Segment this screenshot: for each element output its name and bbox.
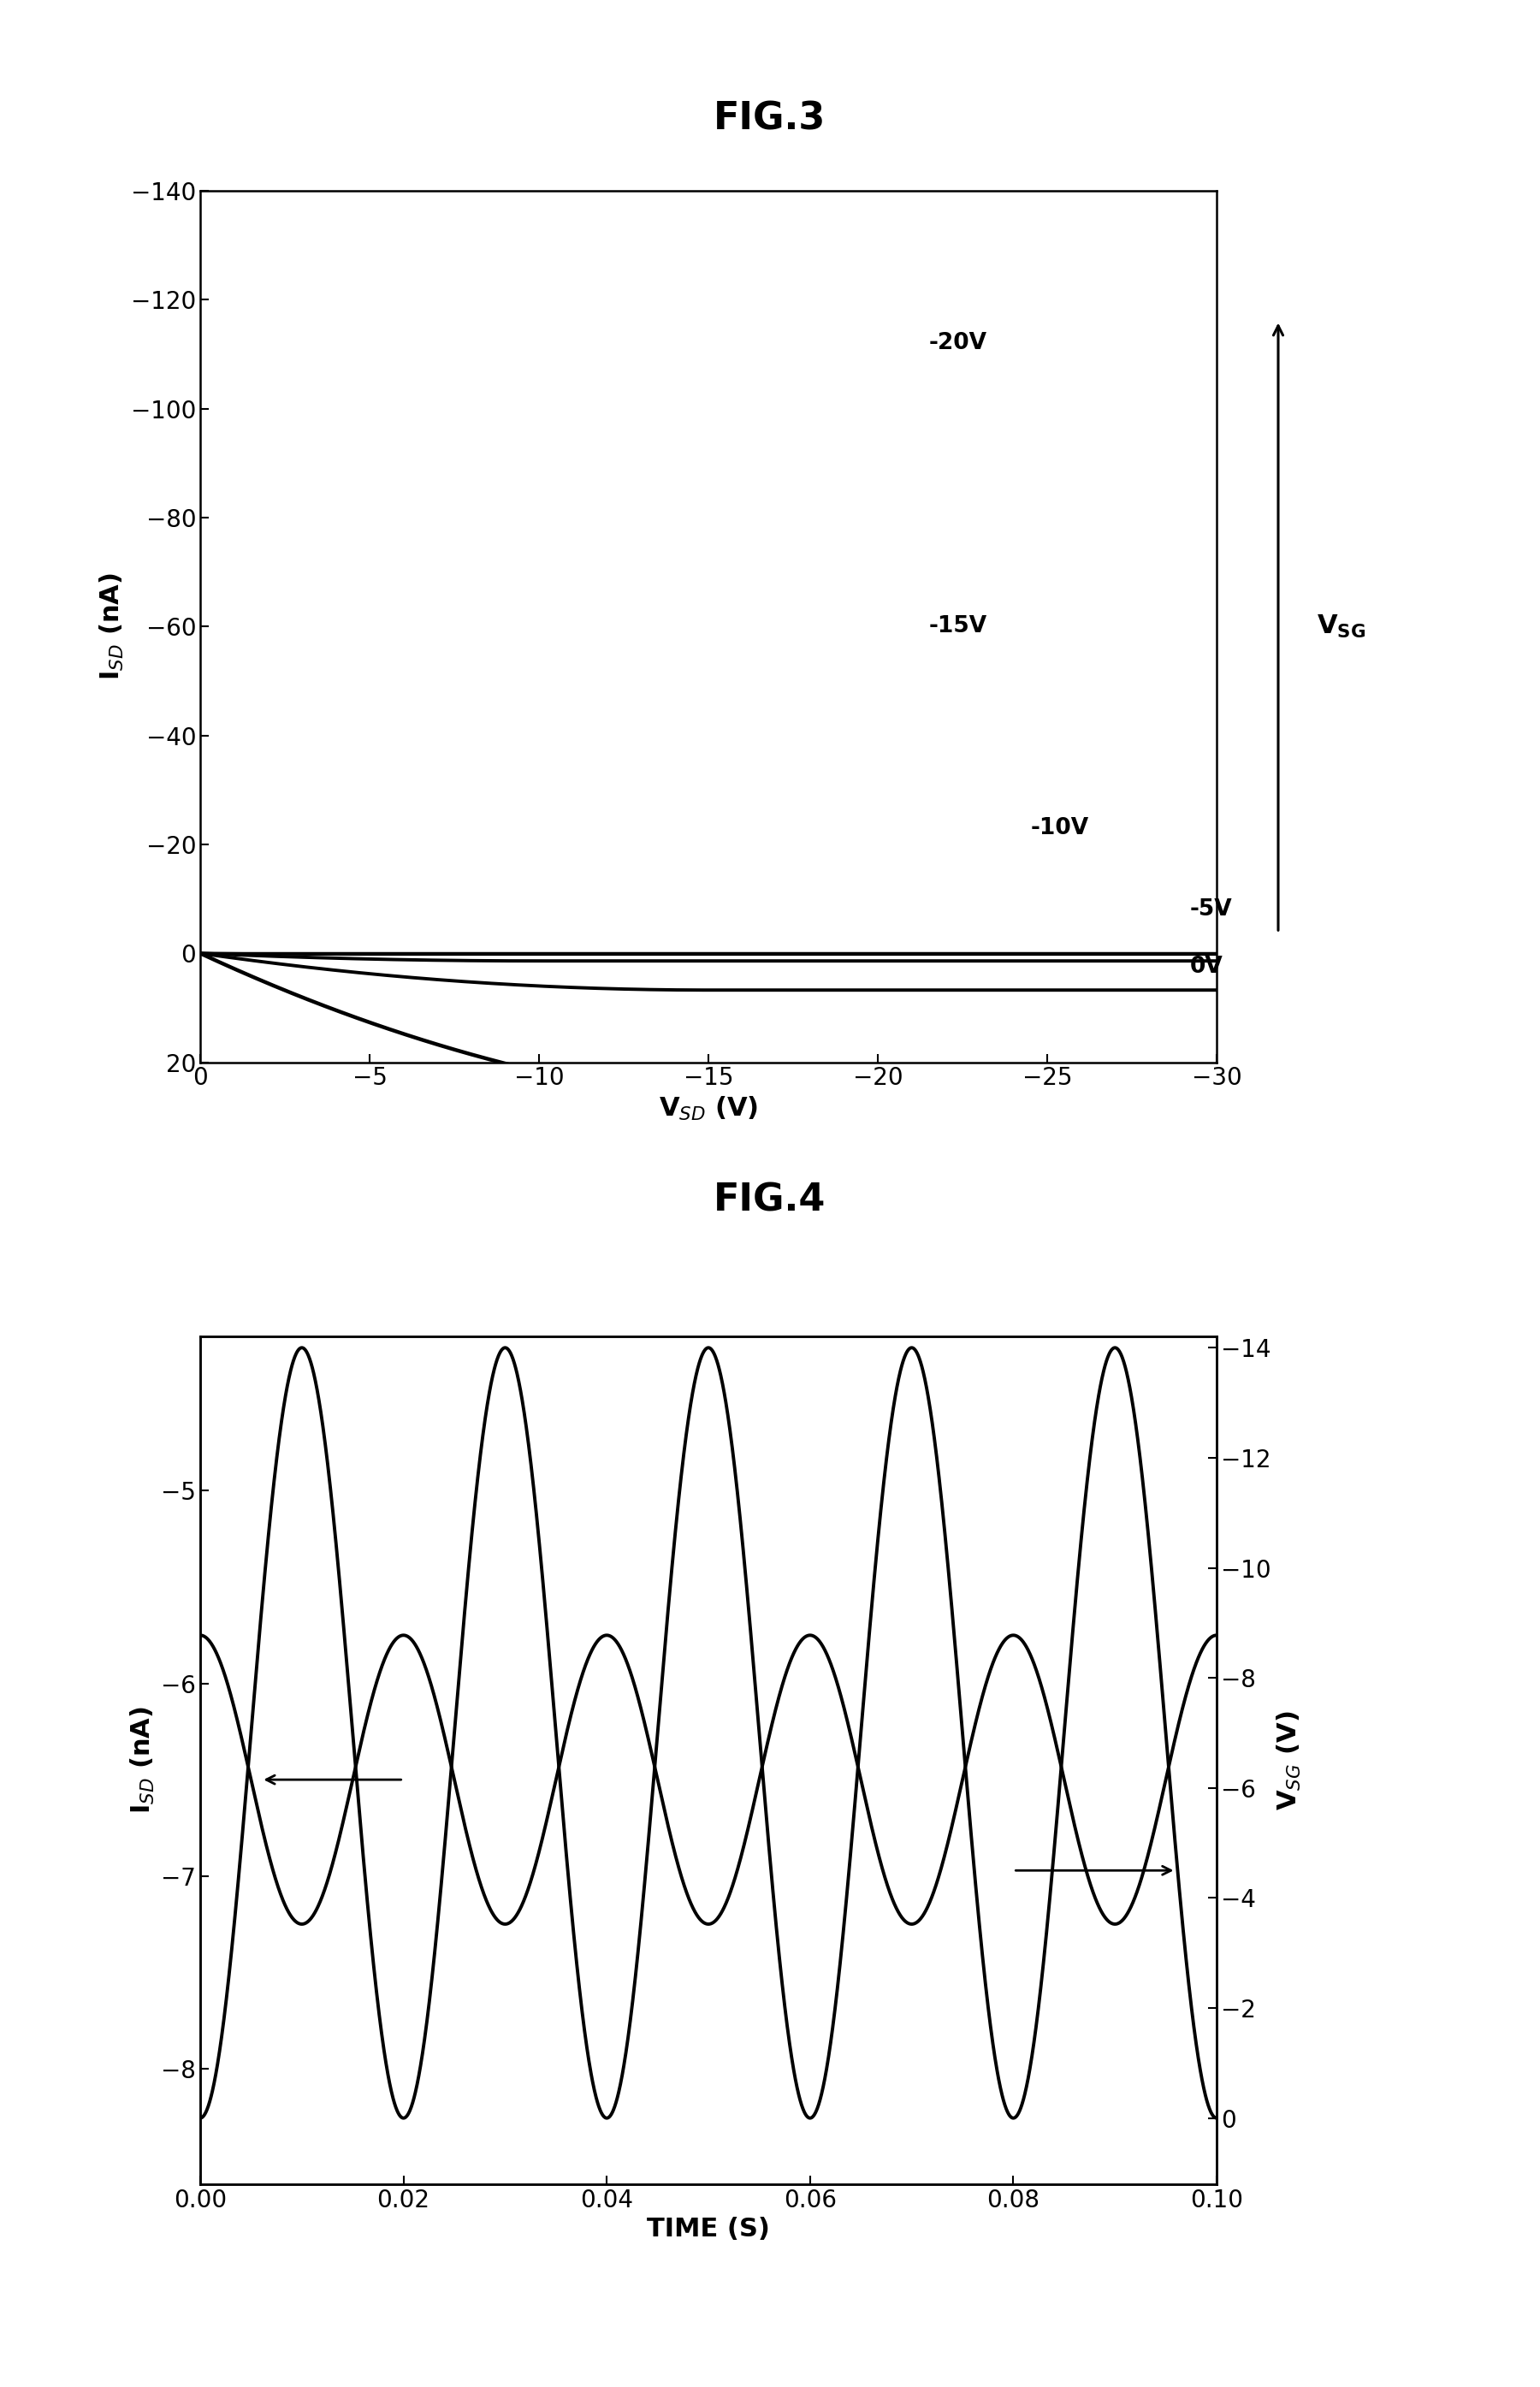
Text: -10V: -10V — [1030, 816, 1089, 840]
Text: FIG.3: FIG.3 — [715, 100, 825, 136]
Y-axis label: V$_{SG}$ (V): V$_{SG}$ (V) — [1275, 1711, 1303, 1809]
Y-axis label: I$_{SD}$ (nA): I$_{SD}$ (nA) — [99, 573, 126, 680]
X-axis label: TIME (S): TIME (S) — [647, 2218, 770, 2241]
Text: FIG.4: FIG.4 — [715, 1182, 825, 1217]
Text: -20V: -20V — [929, 332, 987, 356]
Text: -15V: -15V — [929, 616, 987, 637]
Text: -5V: -5V — [1189, 898, 1232, 921]
X-axis label: V$_{SD}$ (V): V$_{SD}$ (V) — [659, 1096, 758, 1122]
Text: $\mathbf{V_{SG}}$: $\mathbf{V_{SG}}$ — [1317, 613, 1366, 640]
Y-axis label: I$_{SD}$ (nA): I$_{SD}$ (nA) — [129, 1707, 157, 1814]
Text: 0V: 0V — [1189, 955, 1223, 979]
